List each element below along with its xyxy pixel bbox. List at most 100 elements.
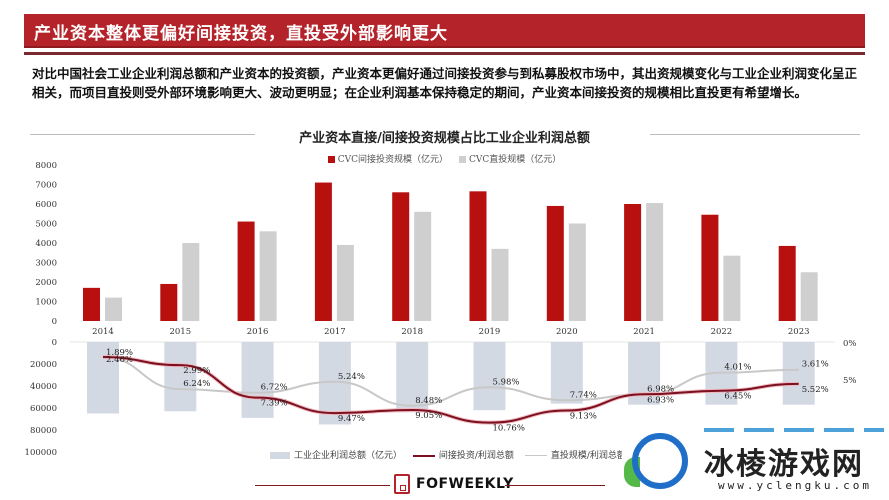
direct-ratio-label: 5.24% xyxy=(338,372,365,382)
legend-item-direct-ratio: 直投规模/利润总额 xyxy=(524,451,626,461)
legend-swatch-indirect xyxy=(327,156,335,163)
bar-indirect xyxy=(546,205,564,321)
indirect-ratio-label: 7.39% xyxy=(261,399,288,409)
bar-direct xyxy=(800,272,818,321)
watermark: 冰棱游戏网 www.yclengku.com xyxy=(622,425,889,500)
direct-ratio-label: 6.72% xyxy=(261,383,288,393)
bar-indirect xyxy=(469,191,487,321)
section-title: 产业资本整体更偏好间接投资，直投受外部影响更大 xyxy=(34,24,448,44)
bar-indirect xyxy=(392,192,410,321)
bar-indirect xyxy=(237,221,255,321)
footer-rule-right xyxy=(505,485,605,486)
y-tick-label: 1000 xyxy=(35,298,57,308)
direct-ratio-label: 7.74% xyxy=(570,390,597,400)
bar-profit xyxy=(164,342,197,412)
watermark-url: www.yclengku.com xyxy=(718,479,872,492)
x-tick-label: 2020 xyxy=(556,327,578,337)
fofweekly-logo-icon xyxy=(394,474,410,494)
indirect-ratio-label: 6.93% xyxy=(647,395,674,405)
direct-ratio-label: 8.48% xyxy=(415,396,442,406)
y-right-tick-label: 0% xyxy=(843,339,857,349)
x-tick-label: 2021 xyxy=(633,327,655,337)
chart-legend-top: CVC间接投资规模（亿元） CVC直投规模（亿元） xyxy=(0,152,889,165)
bar-profit xyxy=(396,342,429,413)
title-rule-right xyxy=(650,134,860,135)
watermark-logo-icon xyxy=(628,433,688,489)
indirect-ratio-label: 9.05% xyxy=(415,411,442,421)
indirect-ratio-label: 9.13% xyxy=(570,412,597,422)
legend-swatch-profit xyxy=(270,452,290,459)
y2-tick-label: 100000 xyxy=(25,448,57,458)
legend-swatch-direct xyxy=(458,156,466,163)
y2-tick-label: 0 xyxy=(52,338,57,348)
legend-item-indirect: CVC间接投资规模（亿元） xyxy=(327,155,448,165)
bar-direct xyxy=(336,244,354,321)
title-rule-left xyxy=(30,134,255,135)
indirect-ratio-label: 2.99% xyxy=(183,366,210,376)
direct-ratio-label: 1.89% xyxy=(106,348,133,358)
line-direct-ratio xyxy=(102,356,799,407)
bar-indirect xyxy=(83,287,100,321)
y2-tick-label: 80000 xyxy=(30,426,57,436)
y-tick-label: 8000 xyxy=(35,161,57,171)
direct-ratio-label: 6.24% xyxy=(183,379,210,389)
chart-legend-bottom: 工业企业利润总额（亿元） 间接投资/利润总额 直投规模/利润总额 xyxy=(270,448,634,461)
direct-ratio-label: 4.01% xyxy=(724,363,751,373)
line-indirect-ratio xyxy=(102,356,799,424)
bar-direct xyxy=(259,231,277,321)
legend-swatch-indirect-ratio xyxy=(412,454,435,457)
indirect-ratio-label: 5.52% xyxy=(802,385,829,395)
bar-profit xyxy=(87,342,119,414)
x-tick-label: 2023 xyxy=(788,327,810,337)
bar-direct xyxy=(182,243,200,321)
intro-paragraph: 对比中国社会工业企业利润总额和产业资本的投资额，产业资本更偏好通过间接投资参与到… xyxy=(32,66,858,100)
y2-tick-label: 60000 xyxy=(30,404,57,414)
y-tick-label: 4000 xyxy=(35,239,57,249)
x-tick-label: 2015 xyxy=(169,327,191,337)
bar-direct xyxy=(646,203,664,321)
x-tick-label: 2018 xyxy=(401,327,423,337)
footer-brand: FOFWEEKLY xyxy=(416,476,514,492)
indirect-ratio-label: 9.47% xyxy=(338,414,365,424)
direct-ratio-label: 6.98% xyxy=(647,385,674,395)
footer-rule-left xyxy=(255,485,390,486)
legend-item-profit: 工业企业利润总额（亿元） xyxy=(270,451,402,461)
x-tick-label: 2014 xyxy=(92,327,114,337)
x-tick-label: 2019 xyxy=(479,327,501,337)
indirect-ratio-label: 6.45% xyxy=(724,392,751,402)
watermark-name: 冰棱游戏网 xyxy=(704,447,864,482)
bar-direct xyxy=(723,255,741,321)
x-tick-label: 2016 xyxy=(247,327,269,337)
y-right-tick-label: 5% xyxy=(843,376,857,386)
legend-item-indirect-ratio: 间接投资/利润总额 xyxy=(412,451,514,461)
bar-indirect xyxy=(778,245,796,321)
bar-direct xyxy=(105,297,122,321)
y2-tick-label: 40000 xyxy=(30,382,57,392)
legend-item-direct: CVC直投规模（亿元） xyxy=(458,155,561,165)
legend-swatch-direct-ratio xyxy=(524,455,547,456)
indirect-ratio-label: 2.46% xyxy=(106,355,133,365)
indirect-ratio-label: 10.76% xyxy=(493,424,525,434)
x-tick-label: 2022 xyxy=(711,327,733,337)
bar-direct xyxy=(414,211,432,321)
bar-indirect xyxy=(160,283,178,321)
bar-profit xyxy=(550,342,583,404)
y-tick-label: 6000 xyxy=(35,200,57,210)
y-tick-label: 0 xyxy=(52,317,57,327)
watermark-bars xyxy=(704,428,884,432)
bar-indirect xyxy=(701,214,719,321)
direct-ratio-label: 3.61% xyxy=(802,360,829,370)
bar-direct xyxy=(568,223,586,321)
direct-ratio-label: 5.98% xyxy=(493,377,520,387)
section-header: 产业资本整体更偏好间接投资，直投受外部影响更大 xyxy=(24,14,865,48)
x-tick-label: 2017 xyxy=(324,327,346,337)
bar-profit xyxy=(782,342,815,405)
y2-tick-label: 20000 xyxy=(30,360,57,370)
y-tick-label: 7000 xyxy=(35,181,57,191)
bar-profit xyxy=(473,342,506,411)
y-tick-label: 2000 xyxy=(35,278,57,288)
y-tick-label: 5000 xyxy=(35,220,57,230)
bar-profit xyxy=(241,342,274,418)
bar-indirect xyxy=(314,182,332,321)
